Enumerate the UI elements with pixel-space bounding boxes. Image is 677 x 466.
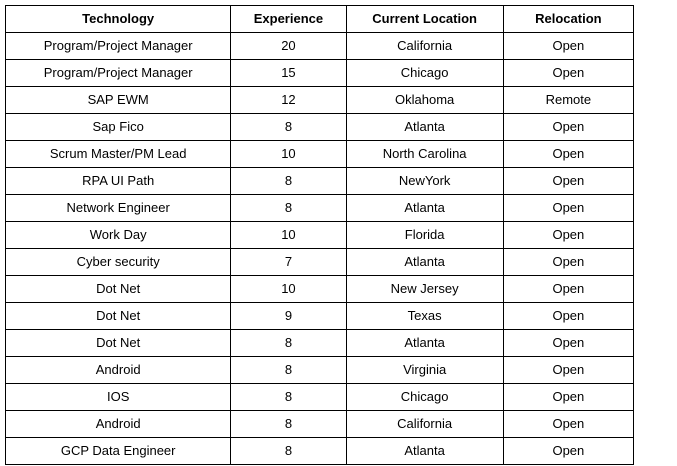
- cell-current-location: Atlanta: [345, 437, 504, 465]
- cell-relocation: Open: [502, 356, 635, 384]
- cell-relocation: Open: [502, 221, 635, 249]
- cell-experience: 8: [230, 167, 347, 195]
- cell-experience: 8: [230, 113, 347, 141]
- cell-current-location: California: [345, 410, 504, 438]
- cell-current-location: Florida: [345, 221, 504, 249]
- cell-experience: 20: [230, 32, 347, 60]
- table-row: Scrum Master/PM Lead 10 North Carolina Open: [4, 140, 635, 168]
- cell-experience: 8: [230, 194, 347, 222]
- cell-experience: 12: [230, 86, 347, 114]
- table-row: Network Engineer 8 Atlanta Open: [4, 194, 635, 222]
- table-row: Dot Net 10 New Jersey Open: [4, 275, 635, 303]
- cell-experience: 10: [230, 275, 347, 303]
- header-relocation: Relocation: [502, 5, 635, 33]
- cell-current-location: Atlanta: [345, 329, 504, 357]
- cell-relocation: Open: [502, 167, 635, 195]
- cell-current-location: Atlanta: [345, 194, 504, 222]
- cell-technology: Dot Net: [4, 302, 232, 330]
- cell-experience: 7: [230, 248, 347, 276]
- cell-experience: 8: [230, 383, 347, 411]
- cell-current-location: Chicago: [345, 383, 504, 411]
- table-row: Work Day 10 Florida Open: [4, 221, 635, 249]
- table-row: Sap Fico 8 Atlanta Open: [4, 113, 635, 141]
- cell-technology: Work Day: [4, 221, 232, 249]
- cell-current-location: Texas: [345, 302, 504, 330]
- table-row: Program/Project Manager 15 Chicago Open: [4, 59, 635, 87]
- cell-experience: 9: [230, 302, 347, 330]
- cell-technology: RPA UI Path: [4, 167, 232, 195]
- table-row: Dot Net 8 Atlanta Open: [4, 329, 635, 357]
- cell-technology: Dot Net: [4, 329, 232, 357]
- header-row: Technology Experience Current Location R…: [4, 5, 635, 33]
- cell-technology: Sap Fico: [4, 113, 232, 141]
- table-row: IOS 8 Chicago Open: [4, 383, 635, 411]
- table-row: Cyber security 7 Atlanta Open: [4, 248, 635, 276]
- table-row: Program/Project Manager 20 California Open: [4, 32, 635, 60]
- cell-current-location: Virginia: [345, 356, 504, 384]
- cell-technology: Program/Project Manager: [4, 59, 232, 87]
- cell-technology: Dot Net: [4, 275, 232, 303]
- table-row: GCP Data Engineer 8 Atlanta Open: [4, 437, 635, 465]
- cell-relocation: Open: [502, 248, 635, 276]
- header-current-location: Current Location: [345, 5, 504, 33]
- cell-current-location: Atlanta: [345, 113, 504, 141]
- cell-experience: 8: [230, 329, 347, 357]
- cell-experience: 10: [230, 140, 347, 168]
- table-row: Dot Net 9 Texas Open: [4, 302, 635, 330]
- cell-technology: SAP EWM: [4, 86, 232, 114]
- cell-technology: Android: [4, 356, 232, 384]
- cell-relocation: Open: [502, 383, 635, 411]
- cell-relocation: Open: [502, 32, 635, 60]
- header-experience: Experience: [230, 5, 347, 33]
- cell-relocation: Open: [502, 194, 635, 222]
- cell-relocation: Open: [502, 140, 635, 168]
- cell-experience: 8: [230, 437, 347, 465]
- cell-technology: Android: [4, 410, 232, 438]
- cell-technology: Program/Project Manager: [4, 32, 232, 60]
- candidates-table: Technology Experience Current Location R…: [4, 5, 635, 465]
- header-technology: Technology: [4, 5, 232, 33]
- table-row: RPA UI Path 8 NewYork Open: [4, 167, 635, 195]
- cell-relocation: Open: [502, 59, 635, 87]
- cell-current-location: NewYork: [345, 167, 504, 195]
- table-row: Android 8 California Open: [4, 410, 635, 438]
- cell-current-location: Oklahoma: [345, 86, 504, 114]
- cell-relocation: Open: [502, 329, 635, 357]
- cell-current-location: California: [345, 32, 504, 60]
- table-row: Android 8 Virginia Open: [4, 356, 635, 384]
- cell-experience: 10: [230, 221, 347, 249]
- table-row: SAP EWM 12 Oklahoma Remote: [4, 86, 635, 114]
- cell-relocation: Open: [502, 275, 635, 303]
- cell-experience: 8: [230, 410, 347, 438]
- cell-relocation: Open: [502, 437, 635, 465]
- cell-relocation: Open: [502, 410, 635, 438]
- cell-current-location: Atlanta: [345, 248, 504, 276]
- cell-current-location: New Jersey: [345, 275, 504, 303]
- cell-experience: 15: [230, 59, 347, 87]
- cell-current-location: Chicago: [345, 59, 504, 87]
- cell-experience: 8: [230, 356, 347, 384]
- cell-relocation: Open: [502, 302, 635, 330]
- cell-technology: Cyber security: [4, 248, 232, 276]
- cell-relocation: Open: [502, 113, 635, 141]
- cell-current-location: North Carolina: [345, 140, 504, 168]
- cell-technology: Network Engineer: [4, 194, 232, 222]
- cell-relocation: Remote: [502, 86, 635, 114]
- cell-technology: IOS: [4, 383, 232, 411]
- cell-technology: GCP Data Engineer: [4, 437, 232, 465]
- cell-technology: Scrum Master/PM Lead: [4, 140, 232, 168]
